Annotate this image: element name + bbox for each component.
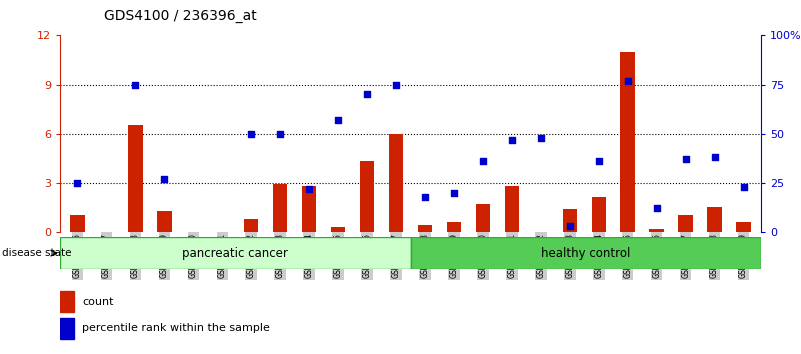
- Text: percentile rank within the sample: percentile rank within the sample: [82, 324, 270, 333]
- Bar: [60, 291, 74, 312]
- Bar: [60, 237, 410, 269]
- Point: [708, 154, 721, 160]
- Bar: [244, 219, 259, 232]
- Bar: [70, 216, 85, 232]
- Bar: [418, 225, 433, 232]
- Bar: [273, 184, 288, 232]
- Point: [303, 186, 316, 192]
- Text: GDS4100 / 236396_at: GDS4100 / 236396_at: [104, 9, 257, 23]
- Point: [477, 158, 489, 164]
- Bar: [360, 161, 374, 232]
- Bar: [410, 237, 761, 269]
- Point: [274, 131, 287, 136]
- Point: [737, 184, 750, 189]
- Bar: [562, 209, 577, 232]
- Point: [360, 92, 373, 97]
- Point: [534, 135, 547, 141]
- Point: [593, 158, 606, 164]
- Point: [505, 137, 518, 142]
- Bar: [331, 227, 345, 232]
- Point: [679, 156, 692, 162]
- Point: [245, 131, 258, 136]
- Point: [129, 82, 142, 87]
- Text: healthy control: healthy control: [541, 247, 630, 259]
- Bar: [447, 222, 461, 232]
- Point: [71, 180, 84, 185]
- Bar: [650, 229, 664, 232]
- Bar: [388, 133, 403, 232]
- Point: [332, 117, 344, 123]
- Point: [389, 82, 402, 87]
- Point: [158, 176, 171, 182]
- Text: pancreatic cancer: pancreatic cancer: [183, 247, 288, 259]
- Point: [650, 205, 663, 211]
- Bar: [128, 125, 143, 232]
- Text: disease state: disease state: [2, 248, 71, 258]
- Bar: [678, 216, 693, 232]
- Point: [448, 190, 461, 195]
- Point: [563, 223, 576, 229]
- Bar: [302, 186, 316, 232]
- Bar: [621, 52, 635, 232]
- Bar: [476, 204, 490, 232]
- Bar: [736, 222, 751, 232]
- Point: [622, 78, 634, 84]
- Point: [419, 194, 432, 199]
- Bar: [157, 211, 171, 232]
- Text: count: count: [82, 297, 114, 307]
- Bar: [591, 198, 606, 232]
- Bar: [505, 186, 519, 232]
- Bar: [707, 207, 722, 232]
- Bar: [60, 318, 74, 339]
